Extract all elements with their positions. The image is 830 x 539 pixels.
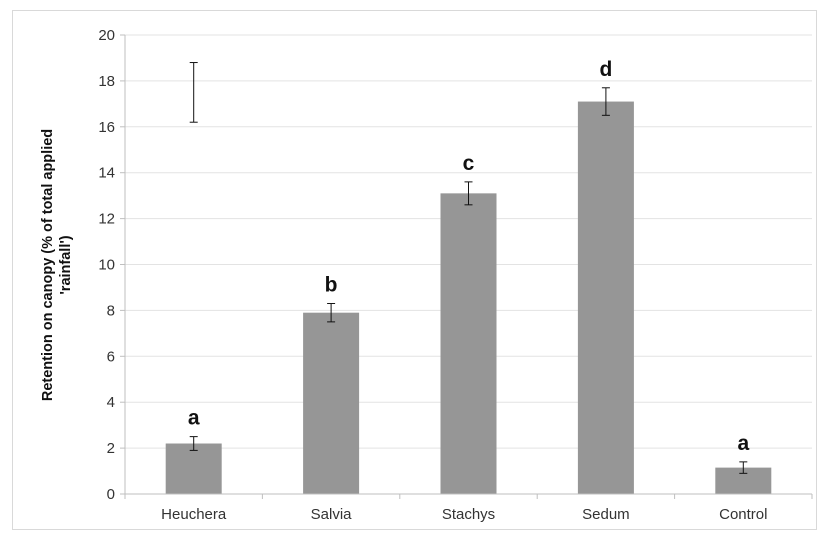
x-category-label: Stachys [442,506,495,523]
x-category-label: Control [719,506,767,523]
bar-stachys [441,193,497,494]
y-tick-label: 14 [98,165,115,182]
bar-sedum [578,102,634,494]
y-tick-labels: 0 2 4 6 8 10 12 14 16 18 20 [98,27,115,503]
y-tick-label: 16 [98,119,115,136]
x-category-labels: Heuchera Salvia Stachys Sedum Control [161,506,767,523]
y-tick-label: 0 [107,486,115,503]
y-tick-label: 10 [98,257,115,274]
y-tick-label: 2 [107,440,115,457]
x-category-label: Heuchera [161,506,227,523]
x-category-label: Sedum [582,506,630,523]
y-tick-label: 20 [98,27,115,44]
significance-letter: c [463,152,475,175]
y-axis-title-line2: 'rainfall') [58,235,74,294]
y-tick-label: 6 [107,348,115,365]
significance-letter: a [737,432,749,455]
bar-heuchera [166,444,222,494]
y-tick-label: 4 [107,394,115,411]
reference-error-bar [190,63,198,123]
y-tick-label: 18 [98,73,115,90]
significance-letter: b [325,274,338,297]
y-axis-title-line1: Retention on canopy (% of total applied [40,129,56,401]
x-category-label: Salvia [311,506,353,523]
bar-salvia [303,313,359,494]
y-tick-label: 8 [107,302,115,319]
significance-letter: a [188,407,200,430]
significance-letter: d [599,58,612,81]
y-tick-label: 12 [98,211,115,228]
